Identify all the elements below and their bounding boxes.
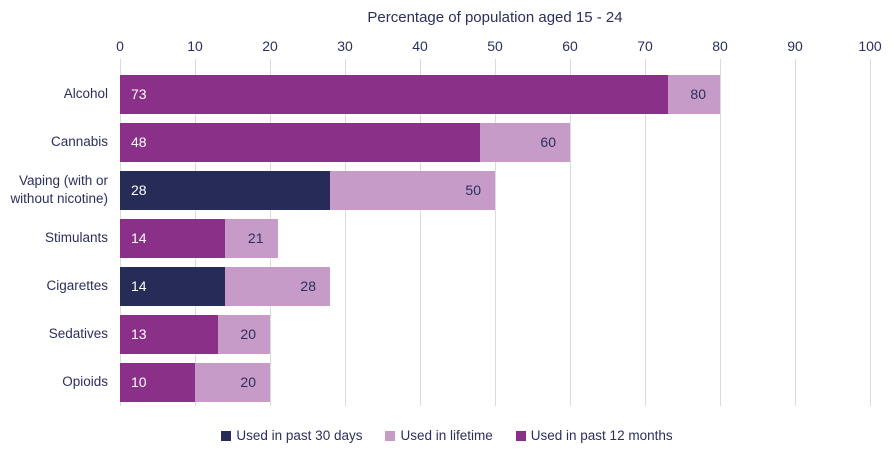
- legend-swatch-icon: [221, 430, 232, 441]
- bar-row: 50 28: [120, 166, 870, 214]
- chart-title: Percentage of population aged 15 - 24: [367, 9, 623, 26]
- x-axis-tick-label: 0: [116, 38, 124, 54]
- legend-swatch-icon: [515, 430, 526, 441]
- category-label: Cigarettes: [46, 277, 108, 293]
- legend: Used in past 30 days Used in lifetime Used…: [0, 428, 894, 443]
- category-label: Sedatives: [48, 325, 108, 341]
- legend-label: Used in past 30 days: [236, 428, 363, 443]
- x-axis-tick-label: 80: [712, 38, 728, 54]
- legend-label: Used in past 12 months: [530, 428, 673, 443]
- x-axis-tick-label: 40: [412, 38, 428, 54]
- category-label: Cannabis: [50, 133, 108, 149]
- bar-row: 20 13: [120, 310, 870, 358]
- gridline: [720, 59, 721, 406]
- legend-item[interactable]: Used in past 30 days: [221, 428, 362, 443]
- x-axis-tick-label: 50: [487, 38, 503, 54]
- bar-value-label-lifetime: 20: [240, 374, 256, 390]
- bar-value-label-lifetime: 20: [240, 326, 256, 342]
- legend-swatch-icon: [385, 430, 396, 441]
- bar-value-label-lifetime: 60: [540, 134, 556, 150]
- bar-segment-past-12-months[interactable]: 73: [120, 74, 668, 114]
- bar-row: 21 14: [120, 214, 870, 262]
- bar-segment-past-12-months[interactable]: 10: [120, 362, 195, 402]
- category-label: Stimulants: [44, 229, 108, 245]
- x-axis-tick-label: 90: [787, 38, 803, 54]
- bar-row: 80 73: [120, 70, 870, 118]
- x-axis-tick-label: 100: [858, 38, 882, 54]
- x-axis-tick-label: 20: [262, 38, 278, 54]
- x-axis-tick-label: 70: [637, 38, 653, 54]
- bar-value-label-inner: 28: [131, 182, 147, 198]
- gridline: [870, 59, 871, 406]
- bar-segment-past-12-months[interactable]: 48: [120, 122, 480, 162]
- gridline: [420, 59, 421, 406]
- bar-value-label-inner: 73: [131, 86, 147, 102]
- gridline: [345, 59, 346, 406]
- bar-value-label-lifetime: 50: [465, 182, 481, 198]
- gridline: [570, 59, 571, 406]
- bar-value-label-lifetime: 21: [247, 230, 264, 246]
- gridline: [495, 59, 496, 406]
- category-label: Vaping (with or without nicotine): [10, 172, 108, 206]
- bar-value-label-inner: 10: [131, 374, 147, 390]
- bar-segment-past-30-days[interactable]: 28: [120, 170, 330, 210]
- bar-value-label-lifetime: 80: [690, 86, 706, 102]
- legend-label: Used in lifetime: [400, 428, 493, 443]
- bar-value-label-inner: 14: [131, 278, 147, 294]
- bar-value-label-inner: 48: [131, 134, 147, 150]
- bar-segment-past-30-days[interactable]: 14: [120, 266, 225, 306]
- gridline: [645, 59, 646, 406]
- legend-item[interactable]: Used in lifetime: [385, 428, 493, 443]
- x-axis-tick-label: 10: [187, 38, 203, 54]
- x-axis-tick-label: 60: [562, 38, 578, 54]
- bar-value-label-inner: 14: [131, 230, 147, 246]
- bar-value-label-inner: 13: [131, 326, 147, 342]
- bar-row: 60 48: [120, 118, 870, 166]
- x-axis-tick-label: 30: [337, 38, 353, 54]
- gridline: [795, 59, 796, 406]
- bar-segment-past-12-months[interactable]: 13: [120, 314, 218, 354]
- legend-item[interactable]: Used in past 12 months: [515, 428, 673, 443]
- bar-row: 28 14: [120, 262, 870, 310]
- bar-row: 20 10: [120, 358, 870, 406]
- category-label: Alcohol: [63, 85, 108, 101]
- category-label: Opioids: [62, 373, 108, 389]
- bar-segment-past-12-months[interactable]: 14: [120, 218, 225, 258]
- bar-value-label-lifetime: 28: [300, 278, 316, 294]
